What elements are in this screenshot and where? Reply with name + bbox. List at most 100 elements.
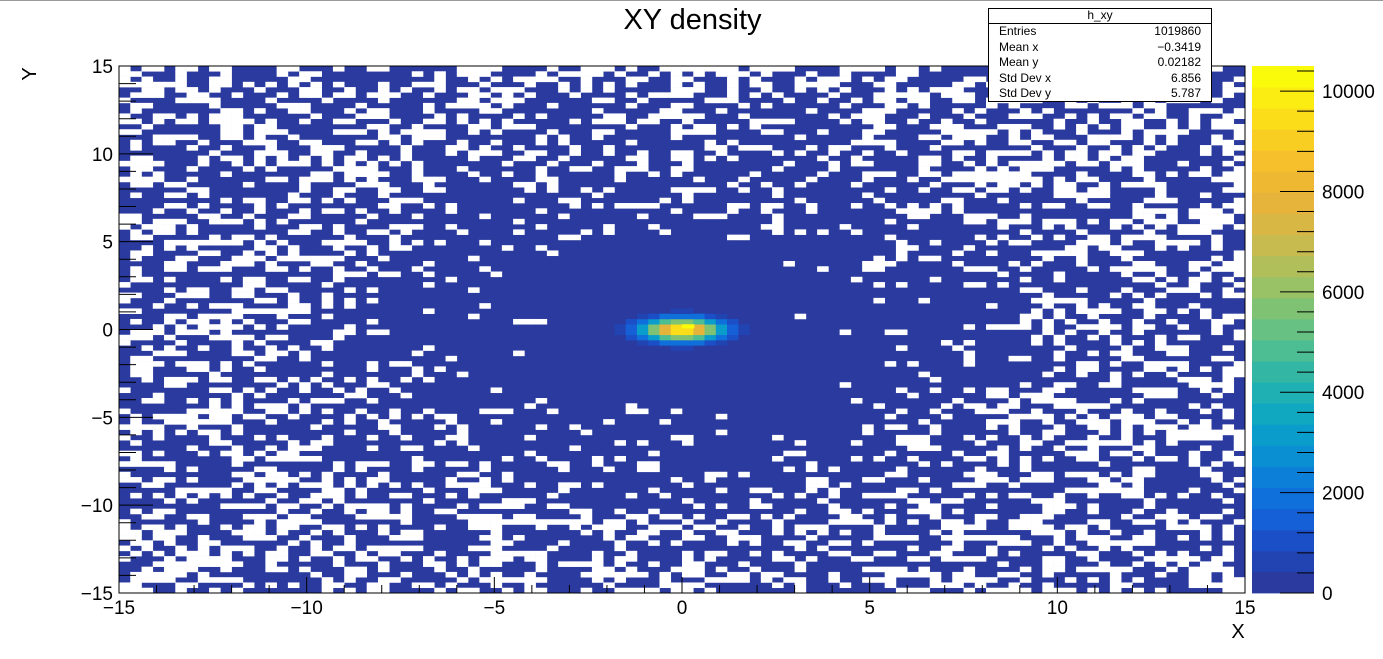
heatmap-empty-cell (197, 292, 210, 299)
heatmap-empty-cell (389, 92, 401, 98)
heatmap-empty-cell (850, 66, 863, 72)
heatmap-empty-cell (907, 361, 919, 367)
heatmap-empty-cell (1064, 250, 1077, 257)
heatmap-empty-cell (366, 166, 379, 172)
heatmap-empty-cell (209, 313, 221, 320)
heatmap-empty-cell (749, 66, 762, 72)
heatmap-empty-cell (377, 129, 390, 135)
heatmap-empty-cell (513, 123, 525, 130)
heatmap-empty-cell (1076, 440, 1088, 446)
z-tick-label: 0 (1322, 584, 1333, 605)
heatmap-empty-cell (614, 524, 626, 531)
heatmap-empty-cell (1076, 524, 1088, 531)
heatmap-empty-cell (1199, 224, 1212, 230)
heatmap-empty-cell (1222, 118, 1235, 125)
heatmap-empty-cell (321, 482, 334, 488)
heatmap-empty-cell (276, 434, 289, 441)
heatmap-empty-cell (907, 71, 919, 77)
heatmap-empty-cell (1233, 208, 1246, 214)
heatmap-empty-cell (1087, 477, 1099, 483)
heatmap-empty-cell (749, 92, 762, 98)
heatmap-empty-cell (1008, 102, 1021, 109)
heatmap-empty-cell (1154, 192, 1167, 199)
heatmap-empty-cell (884, 566, 897, 573)
heatmap-empty-cell (862, 113, 874, 119)
heatmap-empty-cell (152, 134, 165, 141)
heatmap-empty-cell (468, 545, 480, 552)
heatmap-empty-cell (468, 76, 480, 83)
heatmap-empty-cell (1053, 556, 1066, 562)
heatmap-empty-cell (1087, 403, 1099, 409)
heatmap-empty-cell (940, 524, 953, 531)
heatmap-cell (636, 313, 649, 320)
heatmap-empty-cell (907, 213, 919, 220)
heatmap-empty-cell (186, 239, 199, 246)
heatmap-empty-cell (1143, 303, 1156, 309)
heatmap-empty-cell (1087, 450, 1099, 457)
color-scale-band (1252, 318, 1314, 341)
heatmap-empty-cell (884, 424, 897, 430)
heatmap-empty-cell (535, 398, 548, 404)
heatmap-empty-cell (862, 139, 874, 146)
heatmap-empty-cell (468, 566, 480, 573)
heatmap-empty-cell (524, 150, 536, 156)
heatmap-empty-cell (1143, 113, 1156, 119)
heatmap-empty-cell (287, 245, 300, 251)
heatmap-empty-cell (986, 250, 998, 257)
heatmap-empty-cell (727, 92, 739, 98)
heatmap-empty-cell (659, 92, 672, 98)
heatmap-empty-cell (1076, 419, 1088, 425)
heatmap-empty-cell (220, 361, 232, 367)
heatmap-empty-cell (1222, 355, 1235, 362)
heatmap-empty-cell (918, 166, 931, 172)
heatmap-empty-cell (715, 487, 728, 494)
heatmap-empty-cell (873, 97, 885, 104)
heatmap-empty-cell (344, 176, 356, 183)
heatmap-empty-cell (1154, 308, 1167, 314)
heatmap-empty-cell (141, 345, 154, 351)
heatmap-empty-cell (625, 403, 638, 409)
heatmap-empty-cell (952, 129, 964, 135)
heatmap-empty-cell (963, 340, 976, 346)
heatmap-empty-cell (141, 376, 154, 383)
heatmap-empty-cell (884, 97, 897, 104)
heatmap-empty-cell (715, 108, 728, 114)
heatmap-empty-cell (682, 571, 694, 578)
heatmap-empty-cell (141, 540, 154, 546)
heatmap-empty-cell (693, 582, 705, 589)
heatmap-empty-cell (772, 213, 784, 220)
heatmap-empty-cell (423, 260, 435, 267)
heatmap-empty-cell (1031, 471, 1043, 478)
heatmap-empty-cell (817, 477, 829, 483)
heatmap-empty-cell (468, 255, 480, 262)
heatmap-empty-cell (344, 413, 356, 420)
heatmap-empty-cell (682, 582, 694, 589)
heatmap-empty-cell (895, 571, 908, 578)
heatmap-empty-cell (929, 424, 942, 430)
heatmap-empty-cell (1121, 545, 1133, 552)
heatmap-empty-cell (299, 471, 311, 478)
heatmap-empty-cell (986, 150, 998, 156)
heatmap-empty-cell (479, 118, 491, 125)
heatmap-empty-cell (636, 150, 649, 156)
heatmap-empty-cell (1143, 181, 1156, 188)
heatmap-empty-cell (974, 408, 987, 415)
heatmap-empty-cell (197, 487, 210, 494)
heatmap-empty-cell (535, 556, 548, 562)
heatmap-empty-cell (1154, 218, 1167, 225)
heatmap-empty-cell (1019, 287, 1032, 293)
heatmap-empty-cell (895, 329, 908, 336)
heatmap-empty-cell (1019, 218, 1032, 225)
heatmap-empty-cell (1121, 234, 1133, 241)
heatmap-empty-cell (907, 571, 919, 578)
heatmap-empty-cell (366, 318, 379, 325)
heatmap-empty-cell (1008, 218, 1021, 225)
heatmap-empty-cell (186, 582, 199, 589)
heatmap-empty-cell (287, 345, 300, 351)
heatmap-empty-cell (1042, 218, 1054, 225)
heatmap-empty-cell (130, 308, 142, 314)
heatmap-empty-cell (850, 181, 863, 188)
heatmap-empty-cell (1098, 482, 1111, 488)
heatmap-empty-cell (670, 123, 683, 130)
